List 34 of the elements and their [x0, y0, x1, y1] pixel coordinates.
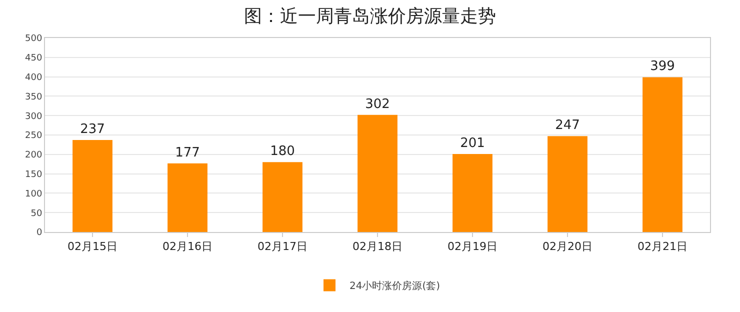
bar	[72, 140, 112, 232]
chart-title: 图：近一周青岛涨价房源量走势	[244, 6, 496, 27]
y-tick-label: 100	[25, 189, 42, 200]
x-tick-label: 02月16日	[162, 240, 212, 254]
y-tick-label: 150	[25, 170, 42, 180]
bar	[262, 162, 302, 232]
legend-label: 24小时涨价房源(套)	[350, 280, 440, 292]
bar	[358, 114, 398, 232]
data-label: 302	[365, 96, 390, 112]
x-tick-label: 02月20日	[542, 240, 592, 254]
y-tick-label: 50	[30, 208, 42, 219]
data-label: 237	[80, 122, 105, 138]
y-tick-label: 450	[25, 54, 42, 64]
y-tick-label: 500	[25, 34, 42, 44]
x-tick-label: 02月18日	[352, 240, 402, 254]
bar	[642, 77, 682, 232]
x-tick-label: 02月19日	[448, 240, 498, 254]
data-label: 177	[175, 145, 200, 160]
data-label: 180	[270, 144, 295, 160]
x-tick-label: 02月15日	[68, 240, 118, 254]
x-tick-label: 02月17日	[258, 240, 308, 254]
y-tick-label: 300	[25, 112, 42, 122]
bar	[548, 136, 588, 232]
bar	[452, 154, 492, 232]
y-tick-label: 250	[25, 131, 42, 142]
y-tick-label: 350	[25, 92, 42, 102]
y-tick-label: 400	[25, 72, 42, 83]
y-tick-label: 0	[36, 228, 42, 238]
x-tick-label: 02月21日	[638, 240, 688, 254]
bar	[168, 163, 208, 232]
data-label: 201	[460, 136, 485, 152]
y-tick-label: 200	[25, 150, 42, 161]
data-label: 399	[650, 59, 675, 74]
data-label: 247	[555, 118, 580, 134]
